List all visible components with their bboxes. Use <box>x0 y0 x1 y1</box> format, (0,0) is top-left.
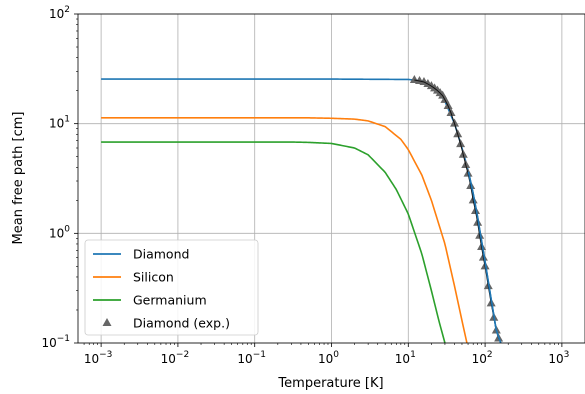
y-tick-label: 101 <box>49 115 70 131</box>
exp-fit-line <box>414 79 500 339</box>
legend-label: Diamond <box>133 247 189 262</box>
x-tick-label: 101 <box>395 350 416 366</box>
x-tick-label: 102 <box>472 350 493 366</box>
data-point-diamond-exp <box>409 75 419 84</box>
legend-label: Silicon <box>133 270 174 285</box>
y-axis-ticks: 10−1 100 101 102 <box>41 5 78 350</box>
x-tick-label: 100 <box>318 350 339 366</box>
series <box>101 75 504 343</box>
y-tick-label: 10−1 <box>41 334 70 350</box>
legend-box <box>84 239 259 336</box>
x-axis-ticks: 10−3 10−2 10−1 100 101 102 103 <box>83 343 569 366</box>
y-axis-label: Mean free path [cm] <box>11 112 26 245</box>
legend-label: Germanium <box>133 293 207 308</box>
x-tick-label: 103 <box>548 350 569 366</box>
plot-frame <box>77 13 585 344</box>
y-tick-label: 100 <box>49 224 70 240</box>
x-tick-label: 10−2 <box>161 350 190 366</box>
series-line-germanium <box>101 141 446 343</box>
legend: Diamond Silicon Germanium Diamond (exp.) <box>84 239 259 336</box>
series-line-diamond-overlay <box>467 171 502 343</box>
legend-label: Diamond (exp.) <box>133 316 230 331</box>
x-axis-label: Temperature [K] <box>277 376 383 391</box>
y-tick-label: 102 <box>49 5 70 21</box>
legend-swatch <box>102 318 112 326</box>
series-line-silicon <box>101 117 468 343</box>
x-tick-label: 10−3 <box>84 350 113 366</box>
x-tick-label: 10−1 <box>237 350 266 366</box>
